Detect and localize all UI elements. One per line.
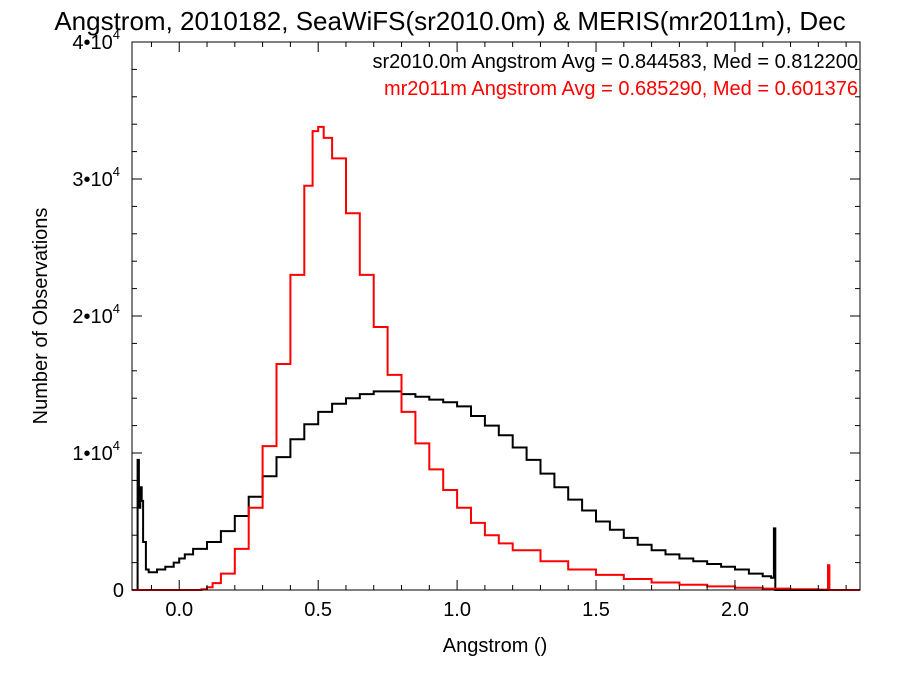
- axis-layer: 0.0 0.5 1.0 1.5 2.0 0 1•104 2•104 3•104 4•104: [72, 27, 860, 621]
- x-axis-label: Angstrom (): [443, 635, 547, 657]
- x-tick-label: 1.0: [443, 599, 471, 621]
- y-tick-label: 1•104: [72, 438, 120, 465]
- x-tick-label: 2.0: [721, 599, 749, 621]
- x-tick-label: 0.5: [304, 599, 332, 621]
- annotation-sr2010-stats: sr2010.0m Angstrom Avg = 0.844583, Med =…: [372, 51, 858, 73]
- x-tick-label: 1.5: [582, 599, 610, 621]
- y-tick-label: 2•104: [72, 301, 120, 328]
- y-tick-label: 3•104: [72, 164, 120, 191]
- series-layer: [132, 125, 860, 591]
- x-tick-label: 0.0: [165, 599, 193, 621]
- plot-frame: [131, 41, 861, 591]
- y-tick-label: 0: [113, 580, 124, 602]
- annotation-mr2011-stats: mr2011m Angstrom Avg = 0.685290, Med = 0…: [384, 78, 858, 100]
- series-line-mr2011m: [132, 125, 860, 591]
- series-line-sr2010.0m: [134, 390, 860, 591]
- chart-title: Angstrom, 2010182, SeaWiFS(sr2010.0m) & …: [54, 6, 845, 36]
- y-tick-label: 4•104: [72, 27, 120, 54]
- y-axis-label: Number of Observations: [30, 208, 52, 425]
